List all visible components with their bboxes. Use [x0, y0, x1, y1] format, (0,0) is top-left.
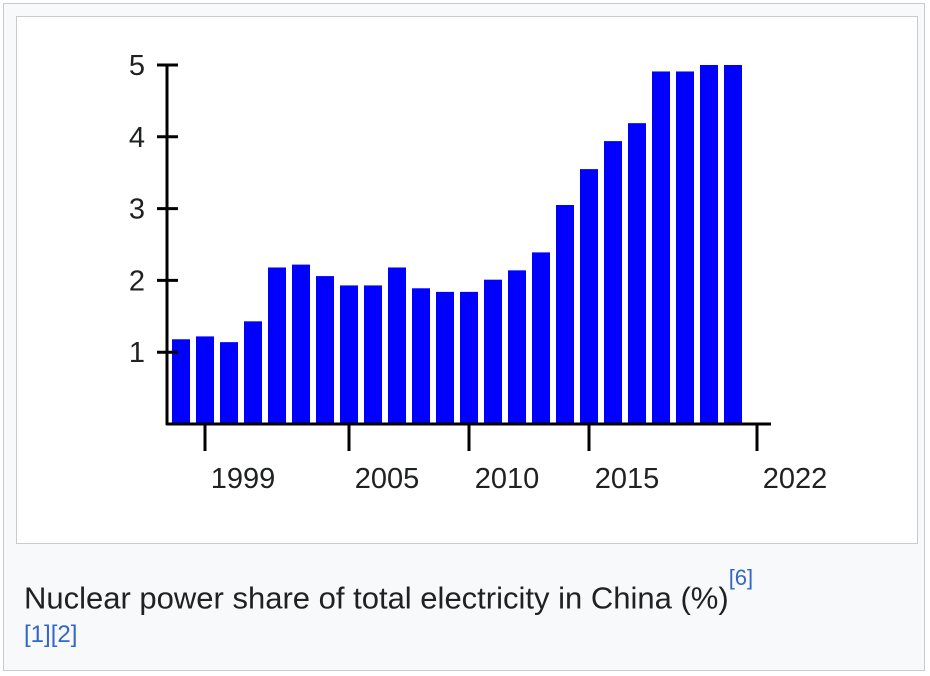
- y-tick-label-5: 5: [129, 50, 145, 82]
- bar-2014: [556, 205, 574, 424]
- bar-2010: [460, 291, 478, 424]
- bar-2015: [580, 169, 598, 424]
- bar-chart: 1 2 3 4 5 1999 2005 2010 2015 2022: [129, 50, 828, 495]
- caption-ref-sup: [6]: [729, 565, 753, 603]
- bar-2017: [628, 123, 646, 425]
- reference-link-6[interactable]: [6]: [728, 565, 754, 590]
- figure-caption: Nuclear power share of total electricity…: [24, 559, 904, 651]
- x-tick-label-1999: 1999: [211, 463, 276, 495]
- bar-2000: [220, 342, 238, 424]
- bar-2002: [268, 267, 286, 424]
- bar-1998: [172, 339, 190, 424]
- bar-2003: [292, 264, 310, 424]
- caption-text: Nuclear power share of total electricity…: [24, 580, 729, 616]
- bar-2001: [244, 321, 262, 424]
- chart-container: 1 2 3 4 5 1999 2005 2010 2015 2022: [16, 16, 918, 544]
- y-tick-label-4: 4: [129, 122, 145, 154]
- reference-link-2[interactable]: [2]: [50, 621, 78, 649]
- bar-2004: [316, 276, 334, 424]
- bar-2009: [436, 291, 454, 424]
- bar-2021: [724, 65, 742, 424]
- bar-2018: [652, 71, 670, 424]
- bar-1999: [196, 336, 214, 424]
- bar-2011: [484, 279, 502, 424]
- x-tick-label-2010: 2010: [475, 463, 540, 495]
- caption-references: [1][2]: [24, 619, 904, 651]
- bar-2008: [412, 288, 430, 424]
- y-tick-label-3: 3: [129, 194, 145, 226]
- bar-2020: [700, 65, 718, 424]
- y-tick-label-1: 1: [129, 337, 145, 369]
- y-tick-label-2: 2: [129, 265, 145, 297]
- x-tick-label-2022: 2022: [763, 463, 828, 495]
- bar-2006: [364, 285, 382, 424]
- bar-2013: [532, 252, 550, 424]
- bar-2012: [508, 270, 526, 424]
- bar-2019: [676, 71, 694, 424]
- bar-2016: [604, 141, 622, 424]
- x-tick-label-2005: 2005: [355, 463, 420, 495]
- bar-2005: [340, 285, 358, 424]
- figure-thumbnail: 1 2 3 4 5 1999 2005 2010 2015 2022 Nuclear power …: [3, 3, 925, 671]
- x-tick-label-2015: 2015: [595, 463, 660, 495]
- bar-2007: [388, 267, 406, 424]
- reference-link-1[interactable]: [1]: [24, 621, 51, 649]
